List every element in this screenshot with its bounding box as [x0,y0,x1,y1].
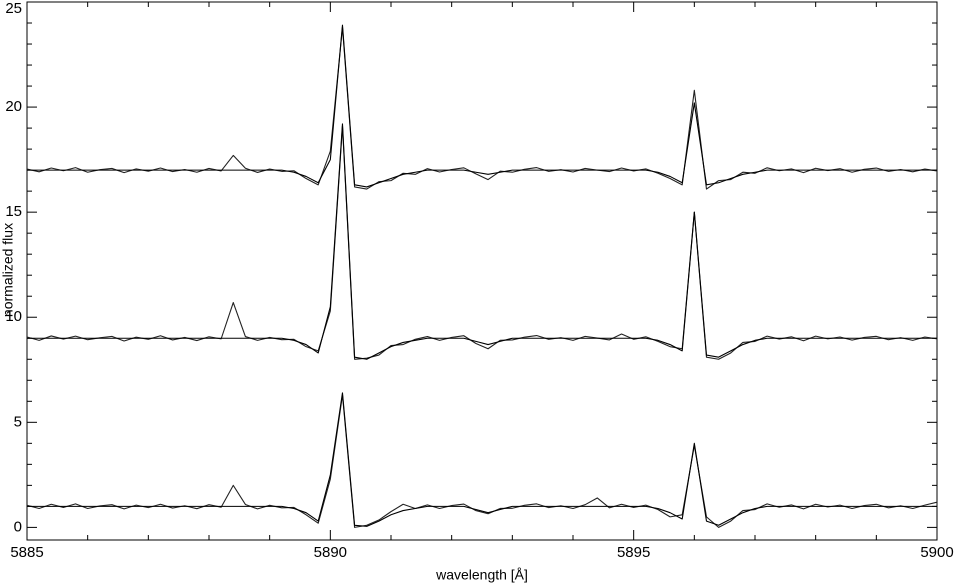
spectrum-line [26,125,938,360]
x-axis-title: wavelength [Å] [435,567,528,583]
x-tick-label: 5895 [617,544,650,561]
spectrum-line [27,24,937,188]
y-tick-label: 5 [14,413,22,430]
x-tick-label: 5890 [314,544,347,561]
y-axis-title: normalized flux [0,223,16,317]
spectrum-line [27,123,937,360]
y-tick-label: 25 [5,0,22,17]
x-tick-label: 5900 [920,544,953,561]
spectrum-line [26,26,938,190]
y-tick-label: 10 [5,308,22,325]
spectrum-line [26,394,938,528]
spectrum-line [27,392,937,527]
plot-frame [26,1,938,541]
x-tick-label: 5885 [10,544,43,561]
y-tick-label: 15 [5,203,22,220]
y-tick-label: 0 [14,518,22,535]
y-tick-label: 20 [5,98,22,115]
